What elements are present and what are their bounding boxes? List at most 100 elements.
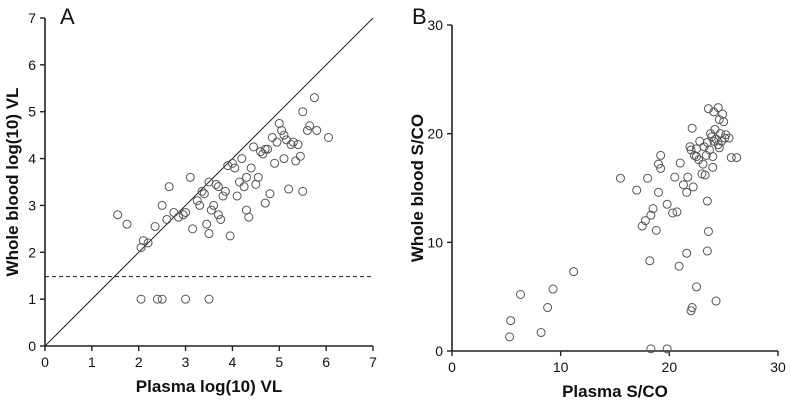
data-point: [640, 216, 650, 226]
data-point: [662, 344, 672, 354]
data-point: [202, 219, 212, 229]
data-point: [277, 125, 287, 135]
data-point: [157, 294, 167, 304]
x-tick-label: 30: [770, 359, 786, 375]
data-point: [645, 256, 655, 266]
x-axis-label: Plasma S/CO: [562, 382, 668, 401]
data-point: [670, 172, 680, 182]
x-tick-label: 0: [448, 359, 456, 375]
data-point: [687, 123, 697, 133]
data-point: [708, 162, 718, 172]
x-tick-label: 3: [182, 354, 190, 370]
data-point: [152, 294, 162, 304]
data-point: [732, 153, 742, 163]
data-point: [181, 207, 191, 217]
x-tick-label: 10: [553, 359, 569, 375]
identity-line: [44, 17, 374, 347]
data-point: [702, 246, 712, 256]
data-point: [181, 294, 191, 304]
y-tick-label: 30: [427, 17, 443, 33]
data-point: [279, 130, 289, 140]
data-point: [701, 150, 711, 160]
y-axis-label: Whole blood log(10) VL: [3, 88, 22, 277]
data-point: [260, 144, 270, 154]
data-point: [298, 186, 308, 196]
data-point: [716, 136, 726, 146]
data-point: [265, 189, 275, 199]
data-point: [543, 303, 553, 313]
data-point: [312, 125, 322, 135]
data-point: [272, 137, 282, 147]
data-point: [668, 208, 678, 218]
y-tick-label: 0: [28, 338, 36, 354]
data-point: [239, 182, 249, 192]
data-point: [138, 236, 148, 246]
x-tick-label: 20: [662, 359, 678, 375]
data-point: [169, 207, 179, 217]
y-tick-label: 20: [427, 126, 443, 142]
data-point: [714, 115, 724, 125]
data-point: [662, 199, 672, 209]
data-point: [216, 214, 226, 224]
data-point: [246, 163, 256, 173]
data-point: [227, 158, 237, 168]
data-point: [675, 158, 685, 168]
data-point: [291, 156, 301, 166]
data-point: [708, 151, 718, 161]
x-tick-label: 5: [275, 354, 283, 370]
data-point: [653, 159, 663, 169]
data-point: [569, 267, 579, 277]
data-point: [707, 132, 717, 142]
x-tick-label: 6: [322, 354, 330, 370]
data-point: [150, 222, 160, 232]
data-point: [686, 306, 696, 316]
data-point: [682, 248, 692, 258]
data-point: [241, 172, 251, 182]
data-point: [672, 207, 682, 217]
data-point: [234, 177, 244, 187]
y-tick-label: 0: [435, 343, 443, 359]
data-point: [164, 182, 174, 192]
data-point: [286, 140, 296, 150]
data-point: [237, 154, 247, 164]
data-point: [260, 198, 270, 208]
data-point: [698, 159, 708, 169]
y-tick-label: 10: [427, 234, 443, 250]
y-tick-label: 3: [28, 197, 36, 213]
data-point: [702, 196, 712, 206]
data-point: [213, 182, 223, 192]
data-point: [249, 142, 259, 152]
y-axis-label: Whole blood S/CO: [408, 114, 427, 262]
panel-label: B: [412, 4, 427, 29]
data-point: [724, 133, 734, 143]
data-point: [199, 189, 209, 199]
panel-b: 0 10 20 30 0 10 20 30 Plasma S/CO Whole blood S/C…: [408, 4, 786, 401]
data-point: [204, 294, 214, 304]
data-point: [651, 225, 661, 235]
data-point: [710, 124, 720, 134]
data-point: [284, 184, 294, 194]
data-point: [218, 191, 228, 201]
data-point: [204, 229, 214, 239]
data-point: [682, 187, 692, 197]
data-point: [714, 143, 724, 153]
data-point: [192, 196, 202, 206]
data-point: [703, 226, 713, 236]
data-point: [209, 200, 219, 210]
data-point: [225, 231, 235, 241]
data-point: [295, 151, 305, 161]
data-point: [711, 296, 721, 306]
data-point: [548, 284, 558, 294]
data-point: [703, 104, 713, 114]
y-tick-label: 4: [28, 151, 36, 167]
y-tick-label: 6: [28, 57, 36, 73]
x-tick-label: 7: [369, 354, 377, 370]
data-point: [263, 144, 273, 154]
data-point: [298, 107, 308, 117]
panel-a: 0 1 2 3 4 5 6 7 0 1 2 3 4 5 6 7 Plasma log(10) VL Whole b…: [3, 4, 377, 396]
data-point: [695, 136, 705, 146]
y-tick-label: 5: [28, 104, 36, 120]
data-point: [646, 210, 656, 220]
data-point: [713, 103, 723, 113]
